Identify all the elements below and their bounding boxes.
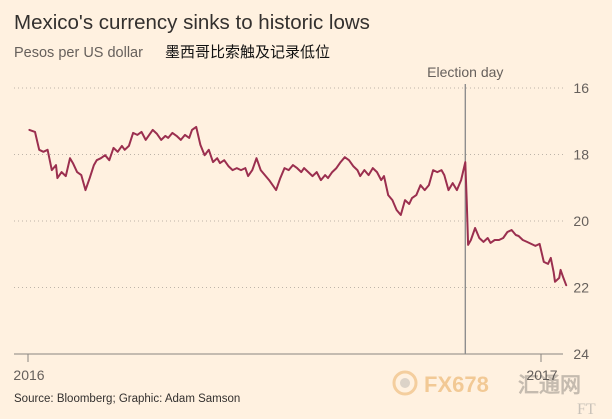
y-tick-label-22: 22 [573, 280, 589, 296]
watermark-fx678-text: FX678 [424, 372, 489, 397]
watermark-cn-text: 汇通网 [518, 373, 581, 397]
fx678-logo-icon [392, 370, 418, 396]
y-tick-label-20: 20 [573, 213, 589, 229]
chart-title: Mexico's currency sinks to historic lows [14, 11, 370, 34]
source-note: Source: Bloomberg; Graphic: Adam Samson [14, 393, 240, 405]
ft-logo: FT [577, 401, 596, 418]
y-tick-label-16: 16 [573, 80, 589, 96]
chart-subtitle: Pesos per US dollar [14, 45, 143, 61]
series-line [28, 125, 568, 287]
fx678-logo-icon-core [400, 378, 410, 388]
x-tick-label-2017: 2017 [526, 367, 557, 383]
election-day-label: Election day [427, 64, 503, 80]
y-tick-label-18: 18 [573, 147, 589, 163]
watermark: FX678 汇通网 FT [392, 370, 596, 418]
x-tick-marks [27, 354, 542, 362]
chart-subtitle-cn: 墨西哥比索触及记录低位 [165, 43, 330, 61]
y-tick-label-24: 24 [573, 346, 589, 362]
x-tick-label-2016: 2016 [13, 367, 44, 383]
gridlines [14, 87, 563, 355]
